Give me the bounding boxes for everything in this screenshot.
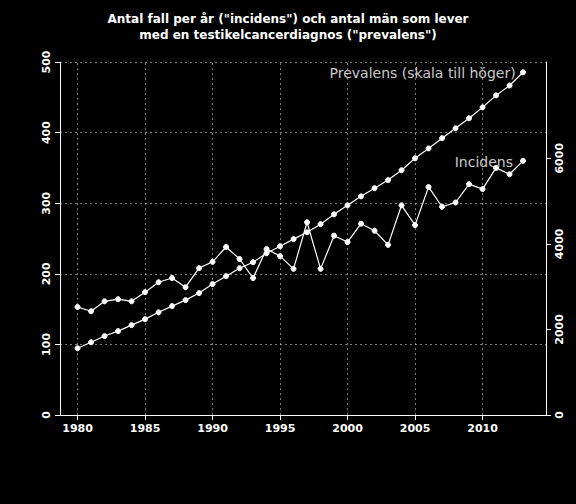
svg-text:0: 0 — [40, 411, 53, 419]
svg-text:500: 500 — [40, 50, 53, 73]
svg-text:300: 300 — [40, 191, 53, 214]
svg-text:200: 200 — [40, 262, 53, 285]
svg-text:1980: 1980 — [62, 422, 93, 435]
svg-text:2005: 2005 — [400, 422, 431, 435]
svg-text:1985: 1985 — [130, 422, 161, 435]
svg-text:med en testikelcancerdiagnos (: med en testikelcancerdiagnos ("prevalens… — [139, 28, 436, 42]
svg-text:Incidens: Incidens — [455, 154, 513, 170]
svg-text:2000: 2000 — [553, 314, 566, 345]
svg-text:6000: 6000 — [553, 143, 566, 174]
svg-text:100: 100 — [40, 333, 53, 356]
svg-text:1990: 1990 — [197, 422, 228, 435]
svg-text:2000: 2000 — [332, 422, 363, 435]
svg-text:4000: 4000 — [553, 228, 566, 259]
svg-text:Prevalens (skala till höger): Prevalens (skala till höger) — [330, 65, 516, 81]
svg-text:Antal fall per år ("incidens"): Antal fall per år ("incidens") och antal… — [107, 12, 468, 26]
svg-text:0: 0 — [553, 411, 566, 419]
svg-text:400: 400 — [40, 121, 53, 144]
svg-text:2010: 2010 — [467, 422, 498, 435]
svg-text:1995: 1995 — [265, 422, 296, 435]
